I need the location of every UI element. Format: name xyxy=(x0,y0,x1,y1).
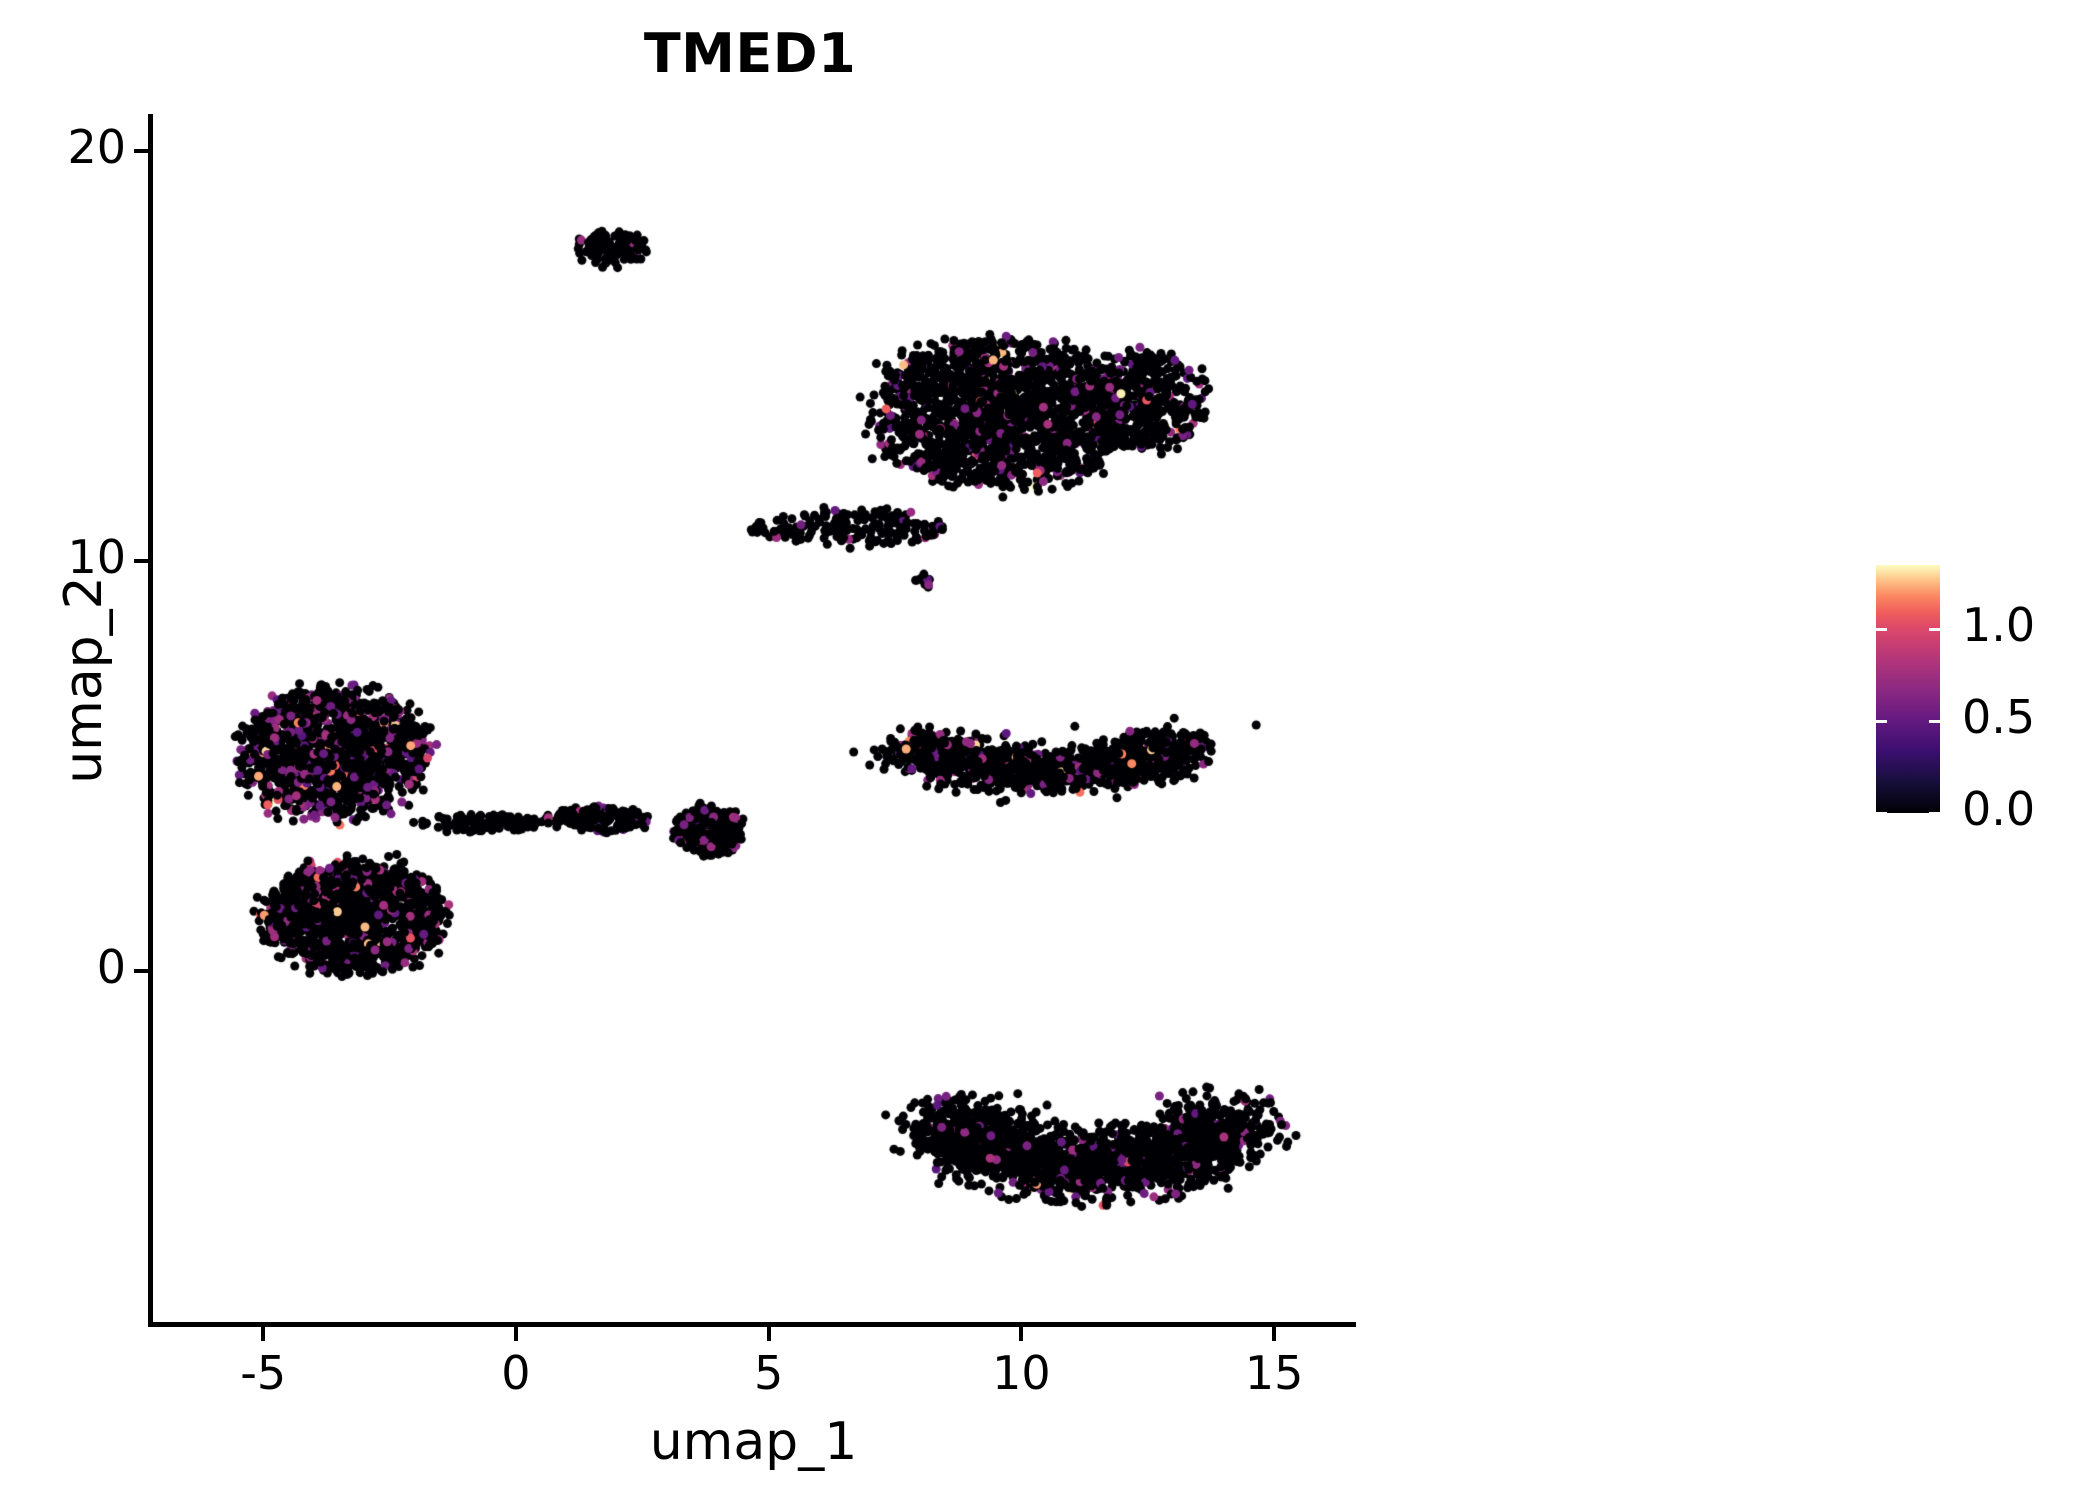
x-tick-label: 5 xyxy=(754,1346,784,1400)
x-tick-mark xyxy=(261,1327,266,1341)
y-tick-mark xyxy=(134,148,148,153)
y-tick-mark xyxy=(134,968,148,973)
scatter-plot-area xyxy=(152,118,1355,1323)
page-title: TMED1 xyxy=(643,22,857,85)
x-axis-spine xyxy=(148,1322,1356,1327)
x-tick-label: 10 xyxy=(992,1346,1051,1400)
scatter-points-canvas xyxy=(152,118,1355,1323)
colorbar-tick-mark xyxy=(1876,628,1887,632)
y-tick-label: 20 xyxy=(67,119,126,174)
x-tick-mark xyxy=(513,1327,518,1341)
colorbar-tick-label: 1.0 xyxy=(1962,598,2036,653)
x-tick-mark xyxy=(1272,1327,1277,1341)
x-tick-mark xyxy=(766,1327,771,1341)
colorbar-tick-mark xyxy=(1876,812,1887,815)
colorbar-tick-mark xyxy=(1929,720,1940,724)
colorbar xyxy=(1876,565,1940,813)
colorbar-gradient xyxy=(1876,565,1940,813)
y-tick-label: 10 xyxy=(67,529,126,584)
x-tick-mark xyxy=(1019,1327,1024,1341)
colorbar-tick-mark xyxy=(1876,720,1887,724)
y-tick-mark xyxy=(134,558,148,563)
y-axis-spine xyxy=(148,114,153,1327)
colorbar-tick-mark xyxy=(1929,628,1940,632)
x-tick-label: 0 xyxy=(501,1346,531,1400)
x-tick-label: -5 xyxy=(240,1346,287,1400)
colorbar-tick-label: 0.5 xyxy=(1962,690,2036,745)
x-axis-label: umap_1 xyxy=(649,1412,858,1472)
colorbar-tick-mark xyxy=(1929,812,1940,815)
x-tick-label: 15 xyxy=(1244,1346,1304,1400)
colorbar-tick-label: 0.0 xyxy=(1962,782,2036,836)
y-axis-label: umap_2 xyxy=(54,576,114,784)
y-tick-label: 0 xyxy=(96,939,126,994)
